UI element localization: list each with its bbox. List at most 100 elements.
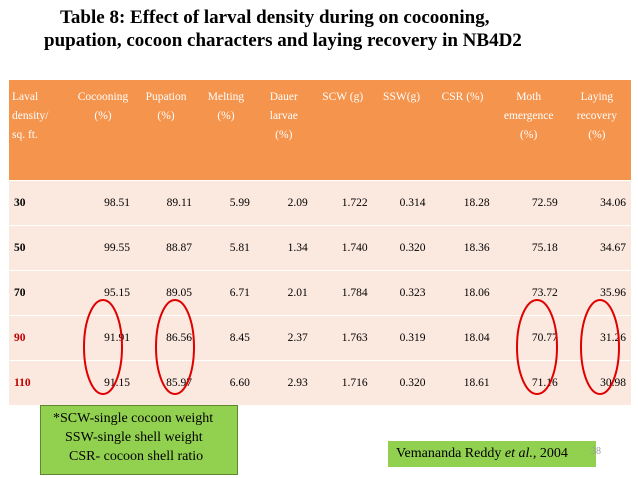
table-cell: 18.28 xyxy=(430,180,495,226)
column-header-line: Melting xyxy=(207,91,245,103)
table-cell: 73.72 xyxy=(494,270,563,316)
column-header-line: (%) xyxy=(275,129,293,141)
table-cell: 18.61 xyxy=(430,360,495,405)
table-cell: 31.26 xyxy=(562,315,631,361)
note-ssw: SSW-single shell weight xyxy=(65,430,203,445)
column-header-line: Dauer xyxy=(269,91,298,103)
column-header: Laval density/sq. ft. xyxy=(9,80,71,181)
column-header-line: Moth xyxy=(516,91,542,103)
table-cell: 86.56 xyxy=(135,315,198,361)
table-cell: 1.722 xyxy=(312,180,373,226)
column-header-line: recovery xyxy=(576,110,617,122)
table-row: 30 98.51 89.11 5.99 2.09 1.722 0.314 18.28 72.59… xyxy=(9,180,631,226)
table-cell: 0.320 xyxy=(372,225,431,271)
note-csr: CSR- cocoon shell ratio xyxy=(69,449,204,464)
table-cell: 5.81 xyxy=(197,225,255,271)
table-cell: 30.98 xyxy=(562,360,631,405)
table-cell: 35.96 xyxy=(562,270,631,316)
table-cell: 1.34 xyxy=(254,225,313,271)
table-cell: 75.18 xyxy=(494,225,563,271)
column-header: Melting (%) xyxy=(197,80,255,181)
column-header: Cocooning (%) xyxy=(70,80,136,181)
column-header-line: CSR (%) xyxy=(441,91,484,103)
table-row: 70 95.15 89.05 6.71 2.01 1.784 0.323 18.06 73.72… xyxy=(9,270,631,316)
table-cell: 34.06 xyxy=(562,180,631,226)
abbreviation-note: *SCW-single cocoon weight SSW-single she… xyxy=(40,405,238,475)
table-cell: 1.784 xyxy=(312,270,373,316)
table-cell: 2.09 xyxy=(254,180,313,226)
table-cell: 8.45 xyxy=(197,315,255,361)
table-row: 90 91.91 86.56 8.45 2.37 1.763 0.319 18.04 70.77… xyxy=(9,315,631,361)
table-cell: 70.77 xyxy=(494,315,563,361)
table-header-row: Laval density/sq. ft. Cocooning (%) Pupation… xyxy=(9,80,631,181)
row-density-cell: 30 xyxy=(9,180,71,226)
column-header-line: larvae xyxy=(269,110,298,122)
row-density-cell: 70 xyxy=(9,270,71,316)
table-cell: 95.15 xyxy=(70,270,136,316)
column-header-line: Cocooning xyxy=(77,91,129,103)
column-header: CSR (%) xyxy=(430,80,495,181)
column-header-line: (%) xyxy=(588,129,606,141)
row-density-cell: 50 xyxy=(9,225,71,271)
table-cell: 91.15 xyxy=(70,360,136,405)
column-header-line: Laval xyxy=(12,91,39,103)
table-cell: 72.59 xyxy=(494,180,563,226)
table-cell: 89.11 xyxy=(135,180,198,226)
row-density-cell: 90 xyxy=(9,315,71,361)
column-header: Moth emergence (%) xyxy=(494,80,563,181)
column-header-line: density/ xyxy=(12,110,49,122)
table-cell: 0.323 xyxy=(372,270,431,316)
table-cell: 6.71 xyxy=(197,270,255,316)
table-cell: 2.93 xyxy=(254,360,313,405)
column-header-line: (%) xyxy=(520,129,538,141)
column-header-line: Laying xyxy=(580,91,614,103)
title-line-2: pupation, cocoon characters and laying r… xyxy=(44,30,522,51)
table-cell: 2.01 xyxy=(254,270,313,316)
table-cell: 18.36 xyxy=(430,225,495,271)
table-cell: 88.87 xyxy=(135,225,198,271)
table-cell: 5.99 xyxy=(197,180,255,226)
citation-year: 2004 xyxy=(536,446,568,461)
table-cell: 91.91 xyxy=(70,315,136,361)
column-header: Laying recovery (%) xyxy=(562,80,631,181)
table-cell: 34.67 xyxy=(562,225,631,271)
title-line-1: Table 8: Effect of larval density during… xyxy=(60,7,490,28)
table-cell: 18.04 xyxy=(430,315,495,361)
column-header-line: (%) xyxy=(217,110,235,122)
column-header-line: emergence xyxy=(503,110,554,122)
column-header-line: (%) xyxy=(94,110,112,122)
table-cell: 85.97 xyxy=(135,360,198,405)
column-header: Pupation (%) xyxy=(135,80,198,181)
table-cell: 1.740 xyxy=(312,225,373,271)
slide-title: Table 8: Effect of larval density during… xyxy=(0,6,638,52)
slide-number: 38 xyxy=(591,446,601,457)
table-cell: 1.716 xyxy=(312,360,373,405)
table-cell: 0.320 xyxy=(372,360,431,405)
column-header-line: sq. ft. xyxy=(12,129,38,141)
data-table: Laval density/sq. ft. Cocooning (%) Pupation… xyxy=(9,80,631,405)
column-header-line: SCW (g) xyxy=(322,91,364,103)
table-body: 30 98.51 89.11 5.99 2.09 1.722 0.314 18.28 72.59… xyxy=(9,180,631,405)
table-cell: 1.763 xyxy=(312,315,373,361)
column-header-line: Pupation xyxy=(145,91,187,103)
table-cell: 0.314 xyxy=(372,180,431,226)
column-header: Dauer larvae (%) xyxy=(254,80,313,181)
table-cell: 18.06 xyxy=(430,270,495,316)
table-row: 50 99.55 88.87 5.81 1.34 1.740 0.320 18.36 75.18… xyxy=(9,225,631,271)
table-cell: 71.16 xyxy=(494,360,563,405)
table-cell: 99.55 xyxy=(70,225,136,271)
table-cell: 0.319 xyxy=(372,315,431,361)
column-header-line: (%) xyxy=(157,110,175,122)
row-density-cell: 110 xyxy=(9,360,71,405)
table-cell: 98.51 xyxy=(70,180,136,226)
table-cell: 2.37 xyxy=(254,315,313,361)
table-row: 110 91.15 85.97 6.60 2.93 1.716 0.320 18.61 71.1… xyxy=(9,360,631,405)
citation-author: Vemananda Reddy xyxy=(396,446,505,461)
table-cell: 89.05 xyxy=(135,270,198,316)
column-header: SSW(g) xyxy=(372,80,431,181)
table-cell: 6.60 xyxy=(197,360,255,405)
column-header: SCW (g) xyxy=(312,80,373,181)
note-scw: *SCW-single cocoon weight xyxy=(53,411,214,426)
citation-etal: et al., xyxy=(504,446,537,461)
column-header-line: SSW(g) xyxy=(383,91,421,103)
